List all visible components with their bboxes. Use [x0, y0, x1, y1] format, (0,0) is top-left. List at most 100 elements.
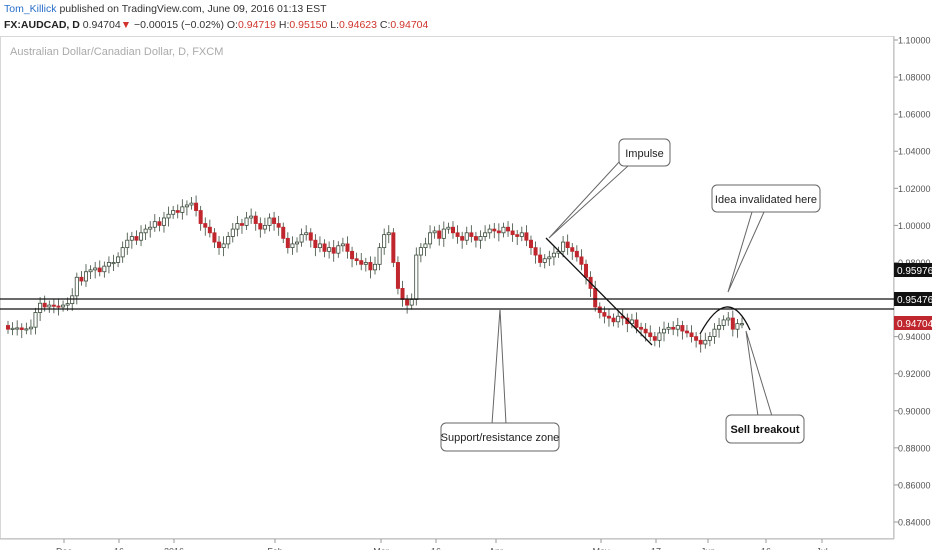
candle-up	[519, 232, 524, 237]
y-tick-label: 1.04000	[898, 147, 931, 157]
low-value: 0.94623	[339, 19, 377, 31]
candle-down	[528, 239, 533, 249]
close-label: C:	[379, 19, 391, 31]
candle-up	[125, 239, 130, 249]
y-tick-label: 1.06000	[898, 110, 931, 120]
candle-up	[267, 217, 272, 226]
down-arrow-icon: ▼	[120, 19, 132, 31]
callout-invalidated-text: Idea invalidated here	[715, 194, 817, 206]
candle-up	[102, 265, 107, 273]
candle-down	[730, 317, 735, 330]
candle-down	[606, 315, 611, 319]
candle-up	[230, 228, 235, 237]
candle-up	[616, 315, 621, 323]
candle-down	[469, 232, 474, 237]
price-tag-1-text: 0.95976	[897, 266, 932, 277]
candle-up	[235, 223, 240, 230]
candle-up	[120, 247, 125, 258]
impulse-trend-line[interactable]	[545, 237, 653, 346]
candle-down	[643, 328, 648, 334]
candle-up	[441, 228, 446, 239]
author-link[interactable]: Tom_Killick	[4, 3, 57, 15]
candle-up	[249, 215, 254, 219]
y-tick-label: 1.02000	[898, 184, 931, 194]
candle-up	[547, 256, 552, 260]
candle-up	[152, 221, 157, 228]
candle-down	[597, 306, 602, 313]
callout-impulse[interactable]: Impulse	[548, 138, 671, 239]
callout-invalidated[interactable]: Idea invalidated here	[711, 184, 821, 293]
candle-up	[418, 247, 423, 256]
price-tag-1: 0.95976	[894, 263, 932, 277]
candle-down	[689, 332, 694, 338]
candle-down	[212, 232, 217, 243]
candle-up	[327, 247, 332, 252]
candle-down	[198, 210, 203, 224]
candle-up	[707, 336, 712, 341]
candle-down	[400, 288, 405, 300]
candle-down	[524, 232, 529, 241]
candle-down	[680, 325, 685, 332]
price-tag-3-text: 0.94704	[897, 319, 932, 330]
candle-up	[317, 243, 322, 249]
candle-down	[79, 276, 84, 282]
candle-down	[345, 243, 350, 252]
callout-support-text: Support/resistance zone	[441, 432, 560, 444]
candle-up	[726, 317, 731, 321]
candle-down	[5, 325, 11, 330]
x-tick-label: Jul	[816, 546, 828, 550]
candle-up	[47, 304, 52, 308]
candle-up	[721, 319, 726, 326]
change-value: −0.00015 (−0.02%)	[134, 19, 224, 31]
candle-up	[675, 325, 680, 330]
x-tick-label: 16	[431, 546, 441, 550]
quote-line: FX:AUDCAD, D 0.94704▼ −0.00015 (−0.02%) …	[4, 19, 428, 31]
candle-down	[515, 234, 520, 237]
candle-up	[295, 241, 300, 245]
open-value: 0.94719	[237, 19, 276, 31]
candle-up	[432, 230, 437, 234]
candle-down	[574, 250, 579, 258]
candle-down	[331, 247, 336, 254]
callout-support[interactable]: Support/resistance zone	[440, 308, 560, 452]
y-tick-label: 0.88000	[898, 443, 931, 453]
candle-down	[450, 226, 455, 234]
candle-up	[551, 252, 556, 258]
candle-up	[629, 319, 634, 325]
candle-down	[405, 299, 410, 306]
candle-up	[189, 202, 194, 206]
publish-line: Tom_Killick published on TradingView.com…	[4, 3, 327, 15]
candle-down	[281, 226, 286, 239]
candle-down	[272, 217, 277, 224]
candle-down	[97, 267, 102, 273]
candle-down	[570, 247, 575, 252]
candle-up	[542, 258, 547, 263]
candle-down	[671, 326, 676, 330]
candle-up	[111, 262, 116, 265]
candle-up	[33, 312, 38, 328]
high-value: 0.95150	[289, 19, 328, 31]
candle-down	[258, 223, 263, 230]
candle-up	[735, 323, 740, 330]
candle-down	[492, 228, 497, 232]
candle-down	[639, 326, 644, 330]
high-label: H:	[278, 19, 290, 31]
candle-down	[217, 241, 222, 249]
callout-sell[interactable]: Sell breakout	[725, 330, 805, 444]
candle-up	[340, 243, 345, 247]
x-axis-ticks: Dec 16 2016 Feb Mar 16 Apr May 17 Jun 16 Jul	[56, 539, 828, 550]
topping-arc[interactable]	[699, 306, 751, 335]
candle-up	[166, 213, 171, 219]
price-tag-2-text: 0.95476	[897, 295, 932, 306]
candle-up	[148, 226, 153, 230]
x-tick-label: Dec	[56, 546, 73, 550]
candle-up	[386, 232, 391, 236]
candle-up	[139, 232, 144, 241]
candle-down	[134, 236, 139, 241]
y-tick-label: 0.86000	[898, 480, 931, 490]
symbol-label[interactable]: FX:AUDCAD, D	[4, 19, 80, 31]
candle-down	[19, 327, 24, 330]
candle-up	[262, 224, 267, 230]
y-tick-label: 1.10000	[898, 36, 931, 46]
